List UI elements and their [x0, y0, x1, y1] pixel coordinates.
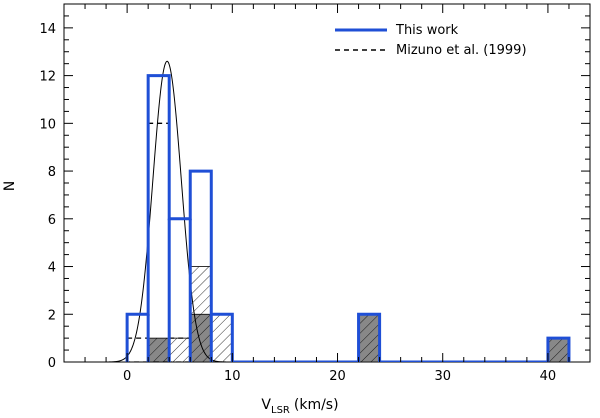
x-axis-label-main: V — [261, 397, 271, 413]
x-axis-label: VLSR (km/s) — [261, 397, 338, 416]
y-tick-label: 4 — [48, 261, 56, 276]
legend-label-mizuno: Mizuno et al. (1999) — [396, 43, 527, 58]
x-tick-label: 20 — [329, 369, 346, 384]
hatched-bar — [210, 313, 233, 362]
x-axis-label-sub: LSR — [271, 405, 290, 416]
x-tick-label: 30 — [434, 369, 451, 384]
chart-marks — [106, 60, 571, 362]
filled-bar-hatch — [547, 337, 570, 362]
x-tick-label: 10 — [224, 369, 241, 384]
x-axis-label-unit: (km/s) — [294, 397, 339, 413]
y-tick-label: 6 — [48, 213, 56, 228]
y-tick-label: 10 — [39, 117, 56, 132]
mizuno-bar — [168, 337, 191, 362]
y-tick-label: 12 — [39, 70, 56, 85]
filled-bar-hatch — [358, 313, 380, 362]
x-tick-label: 40 — [540, 369, 557, 384]
legend: This work Mizuno et al. (1999) — [335, 23, 527, 58]
gaussian-fit-curve — [106, 60, 254, 362]
hatched-bar — [168, 337, 191, 362]
y-axis-label: N — [2, 181, 18, 191]
legend-label-this-work: This work — [395, 23, 459, 38]
this-work-histogram — [125, 74, 571, 362]
axis-ticks: 0 10 20 30 40 0 2 4 6 8 10 12 14 — [39, 3, 591, 384]
y-tick-label: 2 — [48, 308, 56, 323]
mizuno-bar — [147, 122, 170, 362]
mizuno-bar — [126, 337, 149, 362]
y-tick-label: 8 — [48, 165, 56, 180]
filled-bar-hatch — [147, 337, 170, 362]
x-tick-label: 0 — [123, 369, 131, 384]
y-tick-label: 0 — [48, 356, 56, 371]
y-tick-label: 14 — [39, 22, 56, 37]
filled-bar-hatch — [189, 313, 212, 362]
